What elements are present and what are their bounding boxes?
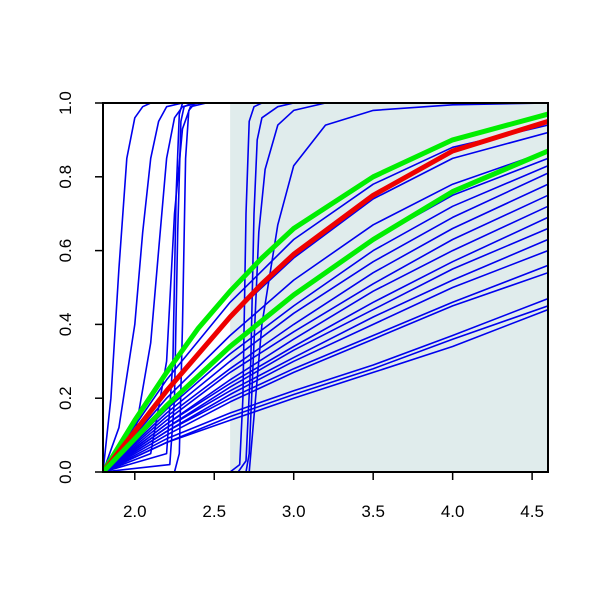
series-line-blue-20 — [103, 216, 548, 472]
series-line-blue-0 — [103, 103, 168, 472]
series-line-blue-18 — [103, 194, 548, 472]
y-tick-label: 0.6 — [56, 239, 75, 263]
y-tick-label: 1.0 — [56, 91, 75, 115]
series-line-green-31 — [103, 148, 548, 472]
series-line-blue-26 — [103, 297, 548, 472]
series-line-blue-17 — [103, 183, 548, 472]
series-line-blue-6 — [173, 103, 196, 472]
series-line-blue-3 — [103, 103, 208, 472]
plot-frame — [102, 102, 549, 473]
y-tick-label: 0.2 — [56, 386, 75, 410]
series-line-red-30 — [103, 118, 548, 472]
x-axis: 2.0 2.5 3.0 3.5 4.0 4.5 — [123, 472, 544, 521]
series-line-blue-4 — [103, 103, 192, 472]
y-tick-label: 0.4 — [56, 313, 75, 337]
series-line-blue-11 — [103, 124, 548, 472]
x-tick-label: 2.0 — [123, 502, 147, 521]
series-line-blue-1 — [103, 103, 184, 472]
series-line-blue-22 — [103, 238, 548, 472]
series-line-blue-7 — [229, 103, 263, 472]
x-tick-label: 4.0 — [441, 502, 465, 521]
series-line-blue-16 — [103, 172, 548, 472]
x-tick-label: 3.0 — [282, 502, 306, 521]
series-line-blue-9 — [245, 103, 327, 472]
x-tick-label: 2.5 — [202, 502, 226, 521]
series-line-blue-24 — [103, 264, 548, 472]
series-line-blue-5 — [103, 103, 193, 472]
y-axis: 0.0 0.2 0.4 0.6 0.8 1.0 — [56, 91, 103, 484]
series-line-blue-25 — [103, 271, 548, 472]
y-tick-label: 0.8 — [56, 165, 75, 189]
series-line-blue-15 — [103, 164, 548, 472]
series-line-blue-28 — [103, 308, 548, 472]
series-group — [103, 103, 548, 472]
series-line-green-29 — [103, 111, 548, 472]
x-tick-label: 3.5 — [361, 502, 385, 521]
x-tick-label: 4.5 — [520, 502, 544, 521]
series-line-blue-8 — [237, 103, 295, 472]
shaded-region — [230, 103, 548, 472]
series-line-blue-13 — [103, 150, 548, 472]
y-tick-label: 0.0 — [56, 460, 75, 484]
